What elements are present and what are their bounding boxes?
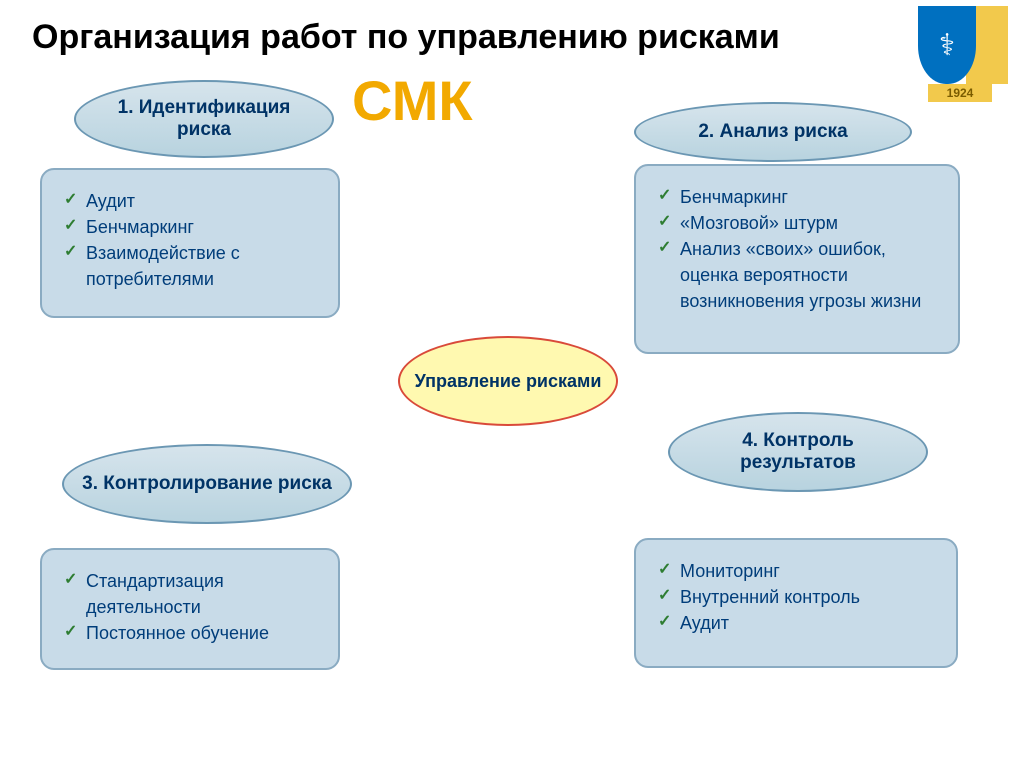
- center-oval-risk-management: Управление рисками: [398, 336, 618, 426]
- step-item: Внутренний контроль: [658, 584, 938, 610]
- step-item: Бенчмаркинг: [64, 214, 320, 240]
- step-item-list: Стандартизация деятельностиПостоянное об…: [64, 568, 320, 646]
- step-box-q1: АудитБенчмаркингВзаимодействие с потреби…: [40, 168, 340, 318]
- logo: ⚕ 1924: [918, 6, 1008, 102]
- logo-year: 1924: [928, 84, 992, 102]
- step-box-q2: Бенчмаркинг«Мозговой» штурмАнализ «своих…: [634, 164, 960, 354]
- subtitle-smk: СМК: [352, 68, 473, 133]
- step-item: Анализ «своих» ошибок, оценка вероятност…: [658, 236, 940, 314]
- step-oval-label: 1. Идентификация риска: [76, 97, 332, 141]
- step-item-list: АудитБенчмаркингВзаимодействие с потреби…: [64, 188, 320, 292]
- step-item: Аудит: [658, 610, 938, 636]
- medical-icon: ⚕: [939, 28, 955, 63]
- step-item: Мониторинг: [658, 558, 938, 584]
- step-item: Аудит: [64, 188, 320, 214]
- step-item: Постоянное обучение: [64, 620, 320, 646]
- center-label: Управление рисками: [415, 371, 602, 392]
- step-oval-q3: 3. Контролирование риска: [62, 444, 352, 524]
- step-item-list: Бенчмаркинг«Мозговой» штурмАнализ «своих…: [658, 184, 940, 314]
- step-oval-label: 3. Контролирование риска: [68, 473, 346, 495]
- step-oval-label: 4. Контроль результатов: [670, 430, 926, 474]
- step-item-list: МониторингВнутренний контрольАудит: [658, 558, 938, 636]
- step-item: Взаимодействие с потребителями: [64, 240, 320, 292]
- logo-shield: ⚕: [918, 6, 976, 84]
- step-oval-q2: 2. Анализ риска: [634, 102, 912, 162]
- page-title: Организация работ по управлению рисками: [32, 18, 780, 57]
- step-oval-q1: 1. Идентификация риска: [74, 80, 334, 158]
- step-oval-q4: 4. Контроль результатов: [668, 412, 928, 492]
- step-box-q3: Стандартизация деятельностиПостоянное об…: [40, 548, 340, 670]
- step-box-q4: МониторингВнутренний контрольАудит: [634, 538, 958, 668]
- step-item: Стандартизация деятельности: [64, 568, 320, 620]
- step-item: «Мозговой» штурм: [658, 210, 940, 236]
- step-item: Бенчмаркинг: [658, 184, 940, 210]
- step-oval-label: 2. Анализ риска: [684, 121, 861, 143]
